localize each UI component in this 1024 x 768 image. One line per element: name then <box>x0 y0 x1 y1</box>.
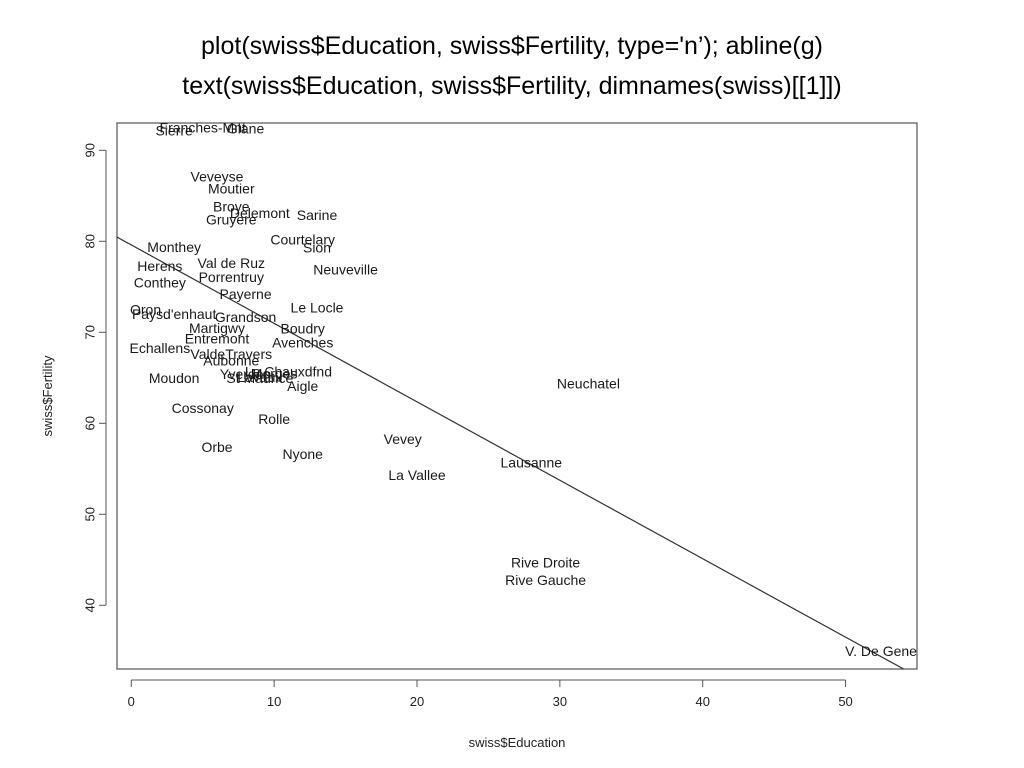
point-label: Echallens <box>130 340 191 356</box>
point-label: Neuveville <box>313 262 378 278</box>
point-label: Vevey <box>384 431 422 447</box>
x-tick-label: 50 <box>838 694 852 709</box>
point-label: La Vallee <box>388 467 446 483</box>
x-tick-label: 30 <box>553 694 567 709</box>
point-label: Gruyere <box>206 211 257 227</box>
title-line-2: text(swiss$Education, swiss$Fertility, d… <box>182 72 842 100</box>
point-label: St Maurice <box>226 370 293 386</box>
point-label: ValdeTravers <box>190 346 272 362</box>
point-label: Franches-Mnt <box>160 120 246 136</box>
plot-frame <box>116 122 918 670</box>
point-label: Courtelary <box>270 231 335 247</box>
y-tick-label: 50 <box>83 507 98 521</box>
point-label: Val de Ruz <box>198 255 265 271</box>
y-tick-label: 40 <box>83 598 98 612</box>
point-label: Paysd'enhaut <box>132 306 217 322</box>
point-label: Sarine <box>297 207 338 223</box>
point-label: Le Locle <box>291 300 344 316</box>
x-tick-label: 40 <box>695 694 709 709</box>
point-label: Aigle <box>287 378 318 394</box>
y-tick-label: 80 <box>83 234 98 248</box>
point-label: Yverdon <box>220 366 271 382</box>
point-label: Herens <box>137 258 182 274</box>
point-label: Martigwy <box>189 320 245 336</box>
point-label: Payerne <box>219 286 271 302</box>
point-label: Nyone <box>282 446 323 462</box>
point-label: Porrentruy <box>199 269 264 285</box>
point-label: Rive Gauche <box>505 572 586 588</box>
x-tick-label: 10 <box>267 694 281 709</box>
point-label: Conthey <box>134 274 186 290</box>
point-label: Neuchatel <box>557 375 620 391</box>
point-label: La Chauxdfnd <box>245 363 332 379</box>
y-tick-label: 60 <box>83 416 98 430</box>
y-tick-label: 90 <box>83 143 98 157</box>
y-tick-label: 70 <box>83 325 98 339</box>
point-label: Grandson <box>215 309 276 325</box>
point-label: Lavaux <box>237 369 282 385</box>
regression-line <box>117 236 905 669</box>
x-tick-label: 20 <box>410 694 424 709</box>
point-label: Avenches <box>272 334 333 350</box>
point-label: Sierre <box>155 122 193 138</box>
point-label: Morges <box>251 365 298 381</box>
point-label: Boudry <box>281 321 325 337</box>
point-label: Moudon <box>149 370 200 386</box>
point-label: Glane <box>227 120 265 136</box>
title-line-1: plot(swiss$Education, swiss$Fertility, t… <box>201 32 823 60</box>
point-label: Cossonay <box>172 400 234 416</box>
point-label: Rolle <box>258 411 290 427</box>
point-label: V. De Geneve <box>845 643 932 659</box>
point-label: Rive Droite <box>511 555 580 571</box>
point-label: Orbe <box>201 439 232 455</box>
point-label: Lausanne <box>501 454 563 470</box>
x-tick-label: 0 <box>128 694 135 709</box>
point-label: Moutier <box>208 181 255 197</box>
point-label: Veveyse <box>191 169 244 185</box>
point-label: Oron <box>130 302 161 318</box>
y-axis-title: swiss$Fertility <box>40 355 55 436</box>
point-label: Monthey <box>147 239 201 255</box>
slide-title: plot(swiss$Education, swiss$Fertility, t… <box>0 26 1024 106</box>
x-axis-title: swiss$Education <box>469 735 566 750</box>
point-label: Sion <box>303 240 331 256</box>
point-label: Delemont <box>230 205 290 221</box>
point-label: Broye <box>213 199 250 215</box>
point-label: Aubonne <box>203 353 259 369</box>
point-label: Entremont <box>185 331 250 347</box>
